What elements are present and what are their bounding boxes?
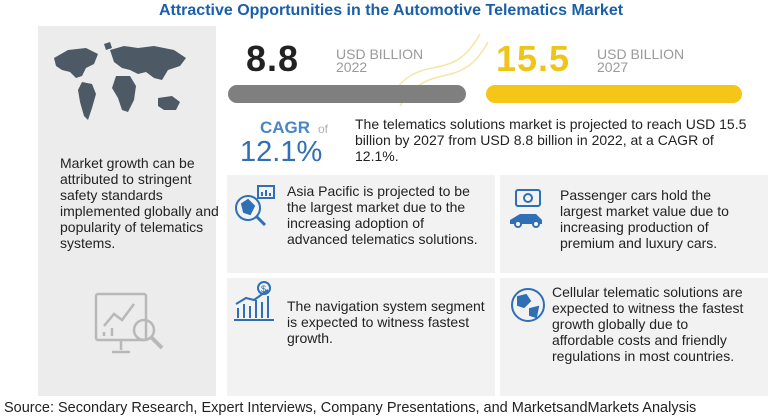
growth-chart-icon: $ <box>234 281 274 321</box>
value-2027: 15.5 <box>496 38 571 79</box>
highlight-text: Asia Pacific is projected to be the larg… <box>287 183 478 247</box>
highlight-card-navigation <box>227 278 495 396</box>
highlight-card-cellular <box>500 278 768 396</box>
bar-2027 <box>486 85 742 103</box>
value-2022: 8.8 <box>246 38 300 79</box>
region-analysis-icon <box>235 185 275 227</box>
year-2022: 2022 <box>336 59 368 75</box>
world-map-icon <box>54 42 186 120</box>
left-panel-text: Market growth can be attributed to strin… <box>60 155 219 251</box>
passenger-car-money-icon <box>510 189 542 228</box>
highlight-text: Cellular telematic solutions are expecte… <box>552 284 744 364</box>
cagr-label: CAGR <box>260 118 311 137</box>
report-analysis-icon <box>94 292 164 354</box>
cagr-of: of <box>318 122 329 136</box>
highlight-card-region <box>227 175 495 273</box>
highlight-text: Passenger cars hold the largest market v… <box>560 187 729 251</box>
globe-network-icon <box>511 288 545 322</box>
unit-2022: USD BILLION <box>336 46 424 62</box>
highlight-text: The navigation system segment is expecte… <box>287 298 485 346</box>
bar-2022 <box>228 85 466 103</box>
market-summary: The telematics solutions market is proje… <box>355 116 747 164</box>
svg-text:$: $ <box>261 284 266 294</box>
unit-2027: USD BILLION <box>597 46 685 62</box>
year-2027: 2027 <box>597 59 629 75</box>
highlight-card-vehicle <box>500 175 768 273</box>
source-note: Source: Secondary Research, Expert Inter… <box>4 400 697 416</box>
page-title: Attractive Opportunities in the Automoti… <box>158 2 624 19</box>
cagr-value: 12.1% <box>240 136 323 168</box>
